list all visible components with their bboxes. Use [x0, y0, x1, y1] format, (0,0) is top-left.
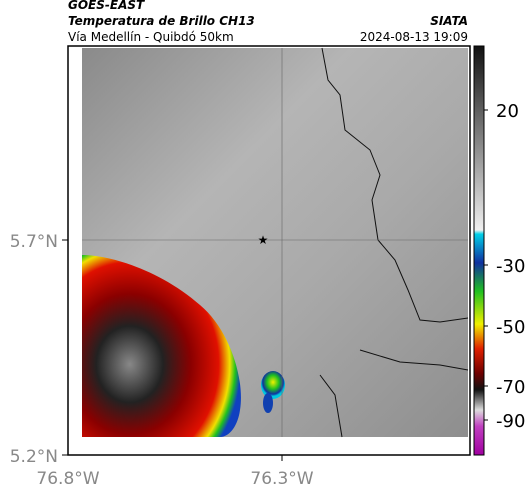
map-frame [67, 45, 471, 456]
lon-label: 76.3°W [250, 469, 313, 489]
subtitle: Vía Medellín - Quibdó 50km [68, 30, 234, 44]
colorbar-label: -50 [496, 317, 525, 338]
title: Temperatura de Brillo CH13 [68, 14, 255, 28]
lon-label: 76.8°W [36, 469, 99, 489]
lat-label: 5.2°N [10, 447, 58, 467]
colorbar-label: -90 [496, 411, 525, 432]
lat-label: 5.7°N [10, 232, 58, 252]
svg-text:★: ★ [258, 233, 269, 247]
colorbar [473, 45, 485, 456]
agency: SIATA [430, 14, 468, 28]
datetime: 2024-08-13 19:09 [360, 30, 468, 44]
colorbar-label: 20 [496, 101, 519, 122]
source: GOES-EAST [68, 0, 145, 12]
colorbar-label: -30 [496, 256, 525, 277]
imagery: ★ [82, 47, 469, 438]
colorbar-label: -70 [496, 377, 525, 398]
